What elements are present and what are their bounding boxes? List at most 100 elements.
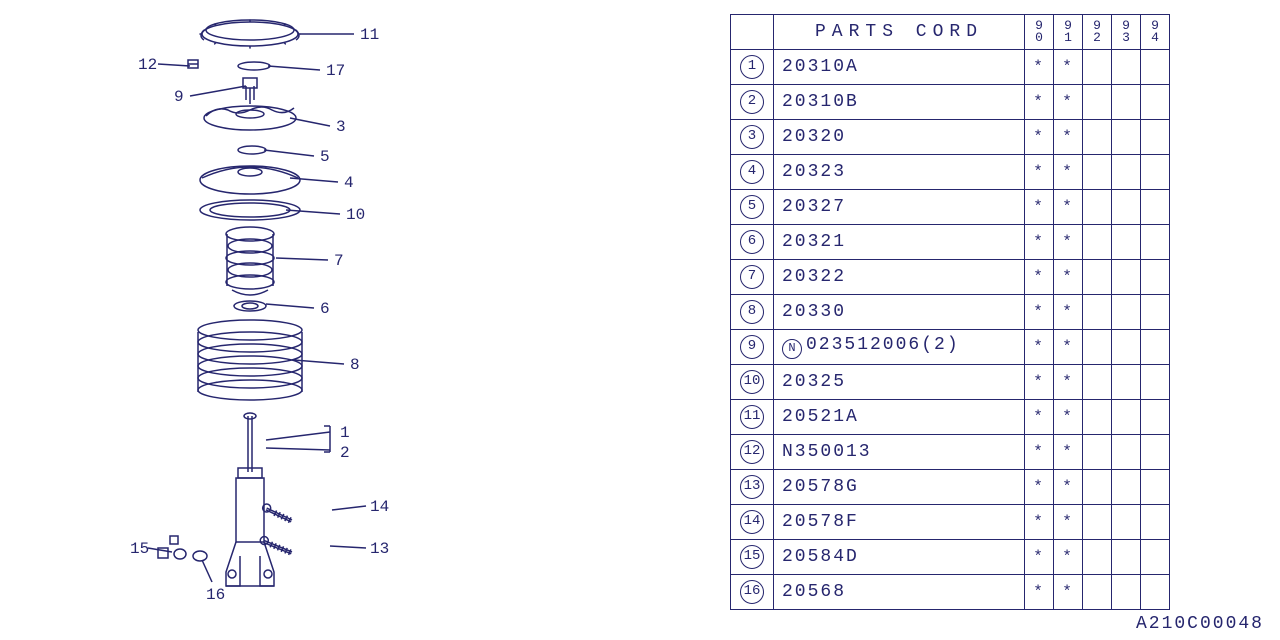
year-col-header: 90: [1025, 15, 1054, 50]
year-mark: [1112, 50, 1141, 85]
row-index: 12: [731, 435, 774, 470]
part-code: 20568: [774, 575, 1025, 610]
year-mark: [1141, 120, 1170, 155]
table-row: 820330**: [731, 295, 1170, 330]
diagram-callout: 13: [370, 540, 389, 558]
row-index: 10: [731, 365, 774, 400]
year-mark: [1112, 330, 1141, 365]
year-mark: [1141, 540, 1170, 575]
part-code: 20310A: [774, 50, 1025, 85]
year-mark: *: [1054, 225, 1083, 260]
table-row: 1420578F**: [731, 505, 1170, 540]
drawing-id: A210C00048: [1136, 614, 1264, 634]
diagram-callout: 11: [360, 26, 379, 44]
year-mark: *: [1054, 365, 1083, 400]
table-row: 1520584D**: [731, 540, 1170, 575]
year-mark: *: [1054, 540, 1083, 575]
year-mark: [1141, 190, 1170, 225]
year-mark: [1141, 330, 1170, 365]
year-mark: *: [1025, 400, 1054, 435]
diagram-callout: 17: [326, 62, 345, 80]
year-mark: [1141, 260, 1170, 295]
table-row: 320320**: [731, 120, 1170, 155]
part-code: 20323: [774, 155, 1025, 190]
table-row: 120310A**: [731, 50, 1170, 85]
part-code: 20578F: [774, 505, 1025, 540]
year-mark: [1141, 435, 1170, 470]
year-mark: [1112, 400, 1141, 435]
diagram-callout: 7: [334, 252, 344, 270]
year-mark: [1083, 540, 1112, 575]
year-mark: [1141, 225, 1170, 260]
part-code: 20578G: [774, 470, 1025, 505]
year-mark: [1083, 330, 1112, 365]
table-row: 1620568**: [731, 575, 1170, 610]
year-mark: [1083, 85, 1112, 120]
part-code: 20322: [774, 260, 1025, 295]
row-index: 13: [731, 470, 774, 505]
year-mark: *: [1025, 575, 1054, 610]
row-index: 15: [731, 540, 774, 575]
table-row: 9N023512006(2)**: [731, 330, 1170, 365]
year-mark: *: [1025, 330, 1054, 365]
part-code: 20310B: [774, 85, 1025, 120]
table-row: 520327**: [731, 190, 1170, 225]
year-mark: [1112, 470, 1141, 505]
year-col-header: 94: [1141, 15, 1170, 50]
year-col-header: 93: [1112, 15, 1141, 50]
year-mark: [1083, 435, 1112, 470]
row-index: 6: [731, 225, 774, 260]
table-row: 420323**: [731, 155, 1170, 190]
year-mark: [1083, 155, 1112, 190]
row-index: 11: [731, 400, 774, 435]
year-mark: *: [1054, 155, 1083, 190]
diagram-callout: 4: [344, 174, 354, 192]
year-mark: [1083, 50, 1112, 85]
row-index: 16: [731, 575, 774, 610]
year-mark: [1112, 365, 1141, 400]
year-mark: [1141, 295, 1170, 330]
row-index: 8: [731, 295, 774, 330]
year-mark: [1083, 295, 1112, 330]
year-mark: [1112, 260, 1141, 295]
year-mark: *: [1054, 330, 1083, 365]
year-mark: [1141, 505, 1170, 540]
row-index: 4: [731, 155, 774, 190]
year-col-header: 92: [1083, 15, 1112, 50]
year-mark: [1083, 190, 1112, 225]
year-mark: [1112, 435, 1141, 470]
diagram-callout: 1: [340, 424, 350, 442]
part-code: 20321: [774, 225, 1025, 260]
part-code: 20325: [774, 365, 1025, 400]
diagram-svg: [30, 0, 550, 620]
year-mark: *: [1025, 190, 1054, 225]
diagram-callout: 6: [320, 300, 330, 318]
year-col-header: 91: [1054, 15, 1083, 50]
parts-table: PARTS CORD 9091929394 120310A**220310B**…: [730, 14, 1170, 610]
year-mark: [1141, 470, 1170, 505]
diagram-callout: 3: [336, 118, 346, 136]
parts-table-idx-header: [731, 15, 774, 50]
year-mark: *: [1054, 435, 1083, 470]
year-mark: [1141, 85, 1170, 120]
year-mark: [1083, 575, 1112, 610]
year-mark: *: [1054, 295, 1083, 330]
year-mark: [1112, 575, 1141, 610]
diagram-callout: 2: [340, 444, 350, 462]
part-code: 20327: [774, 190, 1025, 225]
row-index: 7: [731, 260, 774, 295]
year-mark: *: [1054, 85, 1083, 120]
table-row: 12N350013**: [731, 435, 1170, 470]
year-mark: [1083, 225, 1112, 260]
year-mark: *: [1054, 120, 1083, 155]
part-code: N023512006(2): [774, 330, 1025, 365]
year-mark: [1112, 505, 1141, 540]
year-mark: *: [1025, 155, 1054, 190]
year-mark: *: [1025, 540, 1054, 575]
year-mark: *: [1054, 400, 1083, 435]
year-mark: [1112, 540, 1141, 575]
year-mark: *: [1025, 260, 1054, 295]
year-mark: [1141, 365, 1170, 400]
year-mark: [1083, 470, 1112, 505]
year-mark: [1141, 155, 1170, 190]
